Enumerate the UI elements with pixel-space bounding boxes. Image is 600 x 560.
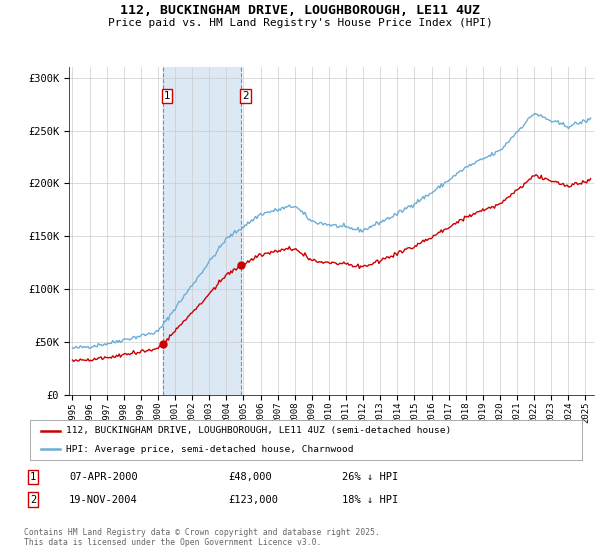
Text: 1: 1 (30, 472, 36, 482)
Text: 1: 1 (164, 91, 170, 101)
Text: 07-APR-2000: 07-APR-2000 (69, 472, 138, 482)
Text: 19-NOV-2004: 19-NOV-2004 (69, 494, 138, 505)
Text: £48,000: £48,000 (228, 472, 272, 482)
Text: 112, BUCKINGHAM DRIVE, LOUGHBOROUGH, LE11 4UZ (semi-detached house): 112, BUCKINGHAM DRIVE, LOUGHBOROUGH, LE1… (66, 426, 451, 435)
Text: £123,000: £123,000 (228, 494, 278, 505)
Text: 2: 2 (242, 91, 249, 101)
Text: Contains HM Land Registry data © Crown copyright and database right 2025.
This d: Contains HM Land Registry data © Crown c… (24, 528, 380, 547)
Text: Price paid vs. HM Land Registry's House Price Index (HPI): Price paid vs. HM Land Registry's House … (107, 18, 493, 28)
Text: 112, BUCKINGHAM DRIVE, LOUGHBOROUGH, LE11 4UZ: 112, BUCKINGHAM DRIVE, LOUGHBOROUGH, LE1… (120, 4, 480, 17)
Text: 2: 2 (30, 494, 36, 505)
Text: 18% ↓ HPI: 18% ↓ HPI (342, 494, 398, 505)
Text: HPI: Average price, semi-detached house, Charnwood: HPI: Average price, semi-detached house,… (66, 445, 353, 454)
Text: 26% ↓ HPI: 26% ↓ HPI (342, 472, 398, 482)
Bar (163, 67, 241, 395)
